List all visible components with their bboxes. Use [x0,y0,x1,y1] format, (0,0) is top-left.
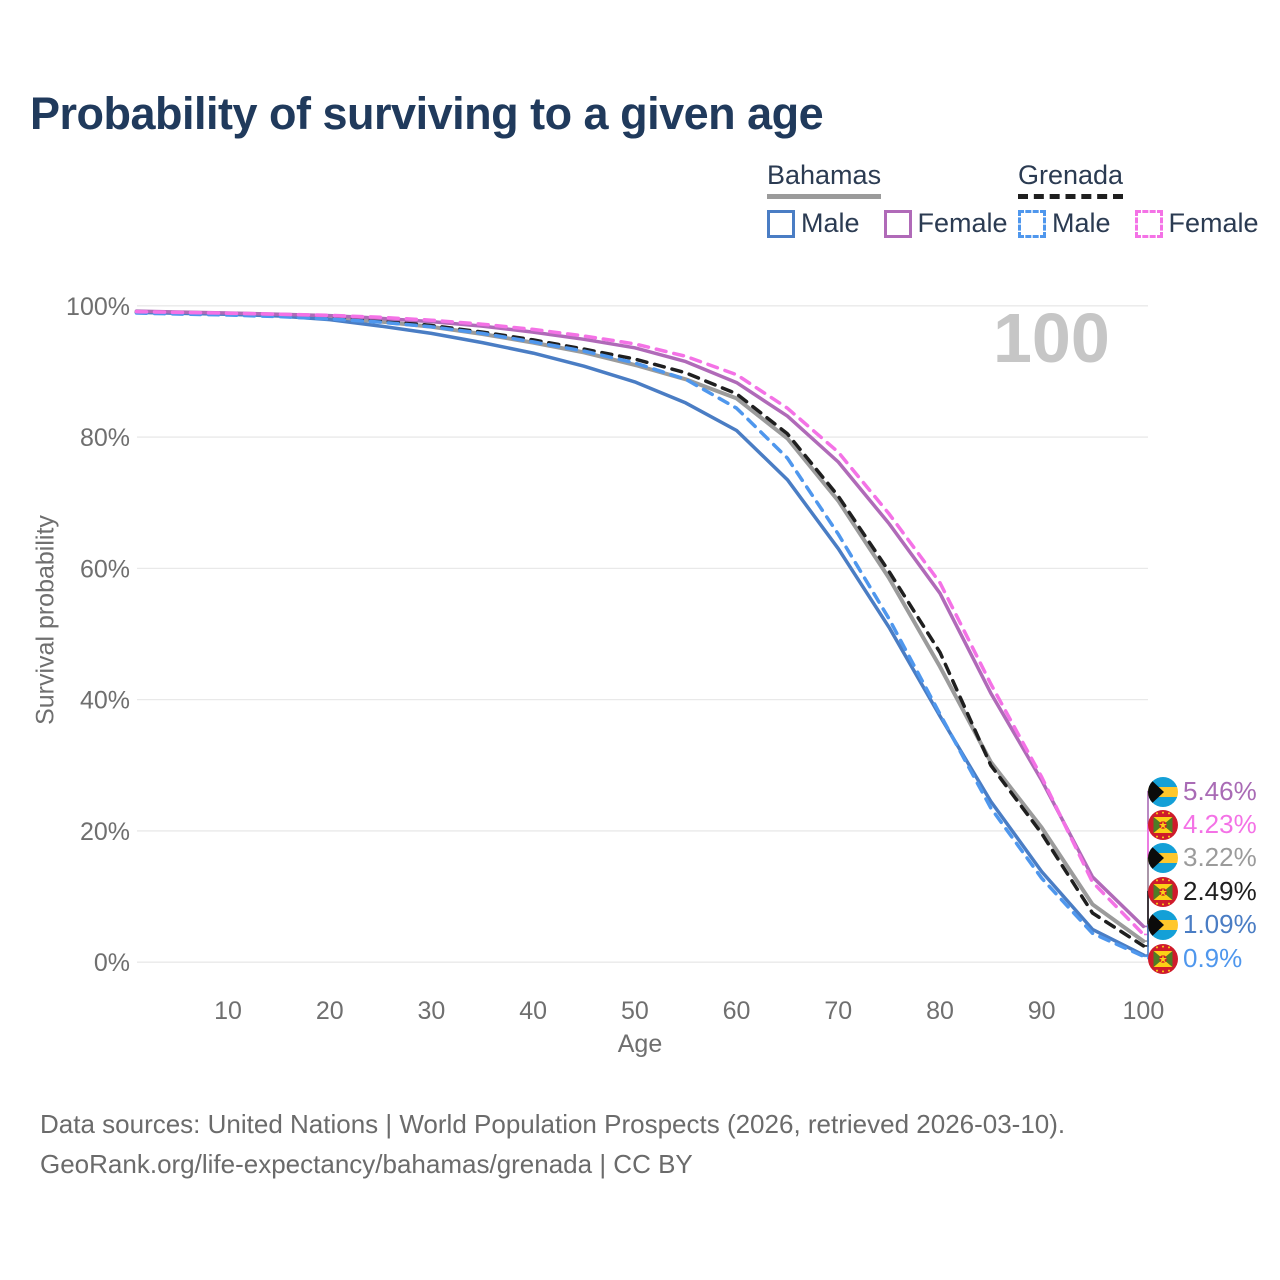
series-line-grenada_total [134,310,1146,948]
svg-text:★: ★ [1159,887,1168,898]
age-watermark: 100 [993,299,1110,377]
x-tick-label: 90 [1028,997,1056,1025]
bahamas-flag-icon [1148,776,1178,807]
series-line-bahamas_male [134,310,1146,957]
legend-label: Male [801,208,860,238]
data-sources-line: Data sources: United Nations | World Pop… [40,1109,1066,1139]
x-tick-label: 40 [519,997,547,1025]
end-label-bahamas-male: 1.09% [1148,908,1257,941]
x-tick-label: 80 [926,997,954,1025]
svg-text:★: ★ [1159,954,1168,965]
attribution-line: GeoRank.org/life-expectancy/bahamas/gren… [40,1149,693,1179]
end-label-grenada-female: ★ 4.23% [1148,808,1257,841]
x-tick-label: 70 [824,997,852,1025]
y-tick-label: 100% [66,293,130,321]
x-tick-label: 60 [723,997,751,1025]
end-label-grenada-total: ★ 2.49% [1148,875,1257,908]
svg-text:★: ★ [1159,820,1168,831]
end-label-value: 2.49% [1183,876,1257,906]
y-tick-label: 0% [94,949,130,977]
legend-item-bahamas-male[interactable]: Male [767,208,860,239]
bahamas-flag-icon [1148,909,1178,940]
end-label-value: 3.22% [1183,842,1257,872]
legend-item-bahamas-female[interactable]: Female [883,208,1008,239]
grenada-female-swatch-icon [1134,209,1163,238]
end-label-value: 4.23% [1183,809,1257,839]
y-tick-label: 40% [80,687,130,715]
x-axis-title: Age [617,1030,663,1058]
y-tick-label: 20% [80,818,130,846]
bahamas-flag-icon [1148,842,1178,873]
legend-item-grenada-male[interactable]: Male [1018,208,1111,239]
legend-label: Female [917,208,1008,238]
y-tick-label: 80% [80,424,130,452]
legend-label: Female [1168,208,1259,238]
footer: Data sources: United Nations | World Pop… [40,1104,1065,1184]
series-line-bahamas_total [134,309,1146,944]
end-label-bahamas-total: 3.22% [1148,841,1257,874]
end-label-bahamas-female: 5.46% [1148,775,1257,808]
page-title: Probability of surviving to a given age [30,88,824,139]
end-label-grenada-male: ★ 0.9% [1148,942,1242,975]
series-line-grenada_male [134,311,1146,959]
legend-item-grenada-female[interactable]: Female [1134,208,1259,239]
legend-label: Male [1052,208,1111,238]
bahamas-male-swatch-icon [767,209,795,238]
legend-group-bahamas: Bahamas Male Female [767,160,1008,239]
grenada-male-swatch-icon [1018,209,1046,238]
y-axis-title: Survival probability [31,515,60,725]
x-tick-label: 10 [214,997,242,1025]
end-label-value: 1.09% [1183,909,1257,939]
x-tick-label: 50 [621,997,649,1025]
grenada-flag-icon: ★ [1148,809,1178,840]
legend-country-bahamas[interactable]: Bahamas [767,160,882,199]
legend-items-grenada: Male Female [1018,208,1259,239]
series-line-bahamas_female [134,309,1146,929]
series-line-grenada_female [134,309,1146,937]
x-tick-label: 30 [418,997,446,1025]
y-tick-label: 60% [80,555,130,583]
grenada-flag-icon: ★ [1148,876,1178,907]
x-tick-label: 20 [316,997,344,1025]
legend-items-bahamas: Male Female [767,208,1008,239]
legend-country-grenada[interactable]: Grenada [1018,160,1124,199]
x-tick-label: 100 [1123,997,1165,1025]
bahamas-female-swatch-icon [883,209,912,238]
end-label-value: 5.46% [1183,776,1257,806]
legend-group-grenada: Grenada Male Female [1018,160,1259,239]
grenada-flag-icon: ★ [1148,943,1178,974]
end-label-value: 0.9% [1183,943,1243,973]
